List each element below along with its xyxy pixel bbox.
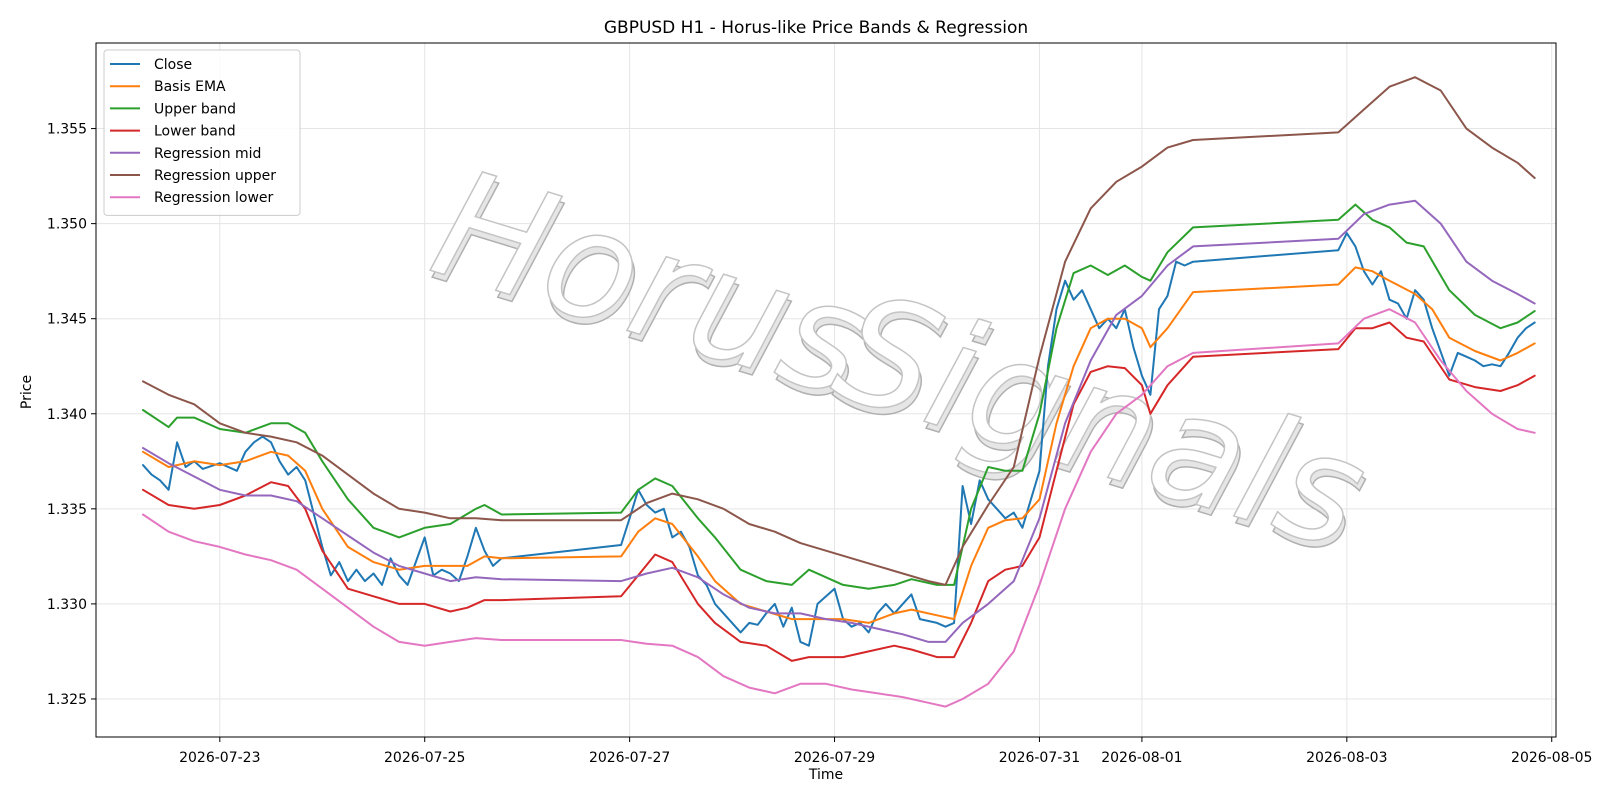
- x-tick-label: 2026-08-05: [1511, 750, 1592, 766]
- series-line-regression-lower: [142, 308, 1536, 708]
- y-tick-label: 1.350: [47, 217, 87, 233]
- y-axis-ticks: 1.325 1.330 1.335 1.340 1.345 1.350 1.355: [47, 122, 96, 708]
- series-line-lower-band: [142, 321, 1536, 662]
- legend-label: Basis EMA: [154, 79, 226, 95]
- grid: [96, 43, 1556, 737]
- y-tick-label: 1.340: [47, 407, 87, 423]
- x-axis-label: Time: [808, 767, 843, 783]
- series-line-upper-band: [142, 203, 1536, 590]
- legend-label: Regression lower: [154, 190, 274, 206]
- y-tick-label: 1.355: [47, 122, 87, 138]
- legend-label: Regression mid: [154, 146, 261, 162]
- y-tick-label: 1.330: [47, 597, 87, 613]
- legend-label: Upper band: [154, 101, 236, 117]
- x-tick-label: 2026-08-01: [1101, 750, 1182, 766]
- series-line-basis-ema: [142, 266, 1536, 624]
- x-tick-label: 2026-07-27: [589, 750, 670, 766]
- chart-title: GBPUSD H1 - Horus-like Price Bands & Reg…: [604, 18, 1028, 38]
- x-tick-label: 2026-07-29: [794, 750, 875, 766]
- y-tick-label: 1.325: [47, 692, 87, 708]
- x-tick-label: 2026-07-31: [999, 750, 1080, 766]
- series-line-regression-upper: [142, 76, 1536, 586]
- legend-label: Close: [154, 57, 192, 73]
- series-lines: [142, 76, 1536, 708]
- x-tick-label: 2026-07-25: [384, 750, 465, 766]
- plot-area-frame: [95, 42, 1557, 738]
- legend-label: Regression upper: [154, 168, 276, 184]
- y-tick-label: 1.335: [47, 502, 87, 518]
- legend-label: Lower band: [154, 124, 236, 140]
- series-line-regression-mid: [142, 199, 1536, 643]
- x-axis-ticks: 2026-07-23 2026-07-25 2026-07-27 2026-07-29…: [179, 737, 1592, 766]
- legend: Close Basis EMA Upper band Lower band Regres…: [103, 49, 301, 216]
- legend-box: [103, 49, 301, 216]
- y-axis-label: Price: [19, 375, 35, 409]
- x-tick-label: 2026-07-23: [179, 750, 260, 766]
- y-tick-label: 1.345: [47, 312, 87, 328]
- series-line-close: [142, 232, 1536, 647]
- x-tick-label: 2026-08-03: [1306, 750, 1387, 766]
